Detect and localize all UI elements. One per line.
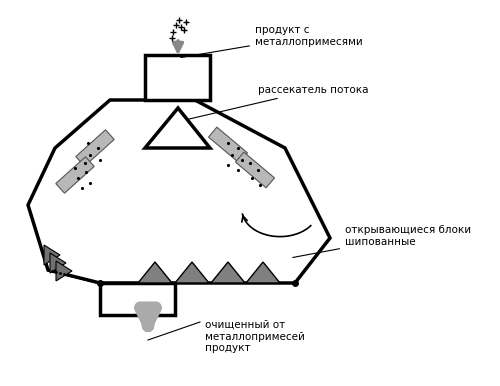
Polygon shape xyxy=(138,262,172,283)
Polygon shape xyxy=(145,108,210,148)
Polygon shape xyxy=(246,262,280,283)
Polygon shape xyxy=(175,262,209,283)
Text: открывающиеся блоки
шипованные: открывающиеся блоки шипованные xyxy=(292,225,471,257)
Polygon shape xyxy=(44,245,60,265)
Polygon shape xyxy=(211,262,245,283)
Bar xyxy=(76,130,114,166)
Polygon shape xyxy=(50,253,66,273)
Text: продукт с
металлопримесями: продукт с металлопримесями xyxy=(180,25,363,58)
Bar xyxy=(145,55,210,100)
Bar xyxy=(236,152,275,188)
Polygon shape xyxy=(56,261,72,281)
Bar xyxy=(208,127,248,163)
Bar xyxy=(56,157,94,193)
Bar xyxy=(100,283,175,315)
Polygon shape xyxy=(28,100,330,283)
Text: рассекатель потока: рассекатель потока xyxy=(188,85,368,119)
Text: очищенный от
металлопримесей
продукт: очищенный от металлопримесей продукт xyxy=(205,320,305,353)
